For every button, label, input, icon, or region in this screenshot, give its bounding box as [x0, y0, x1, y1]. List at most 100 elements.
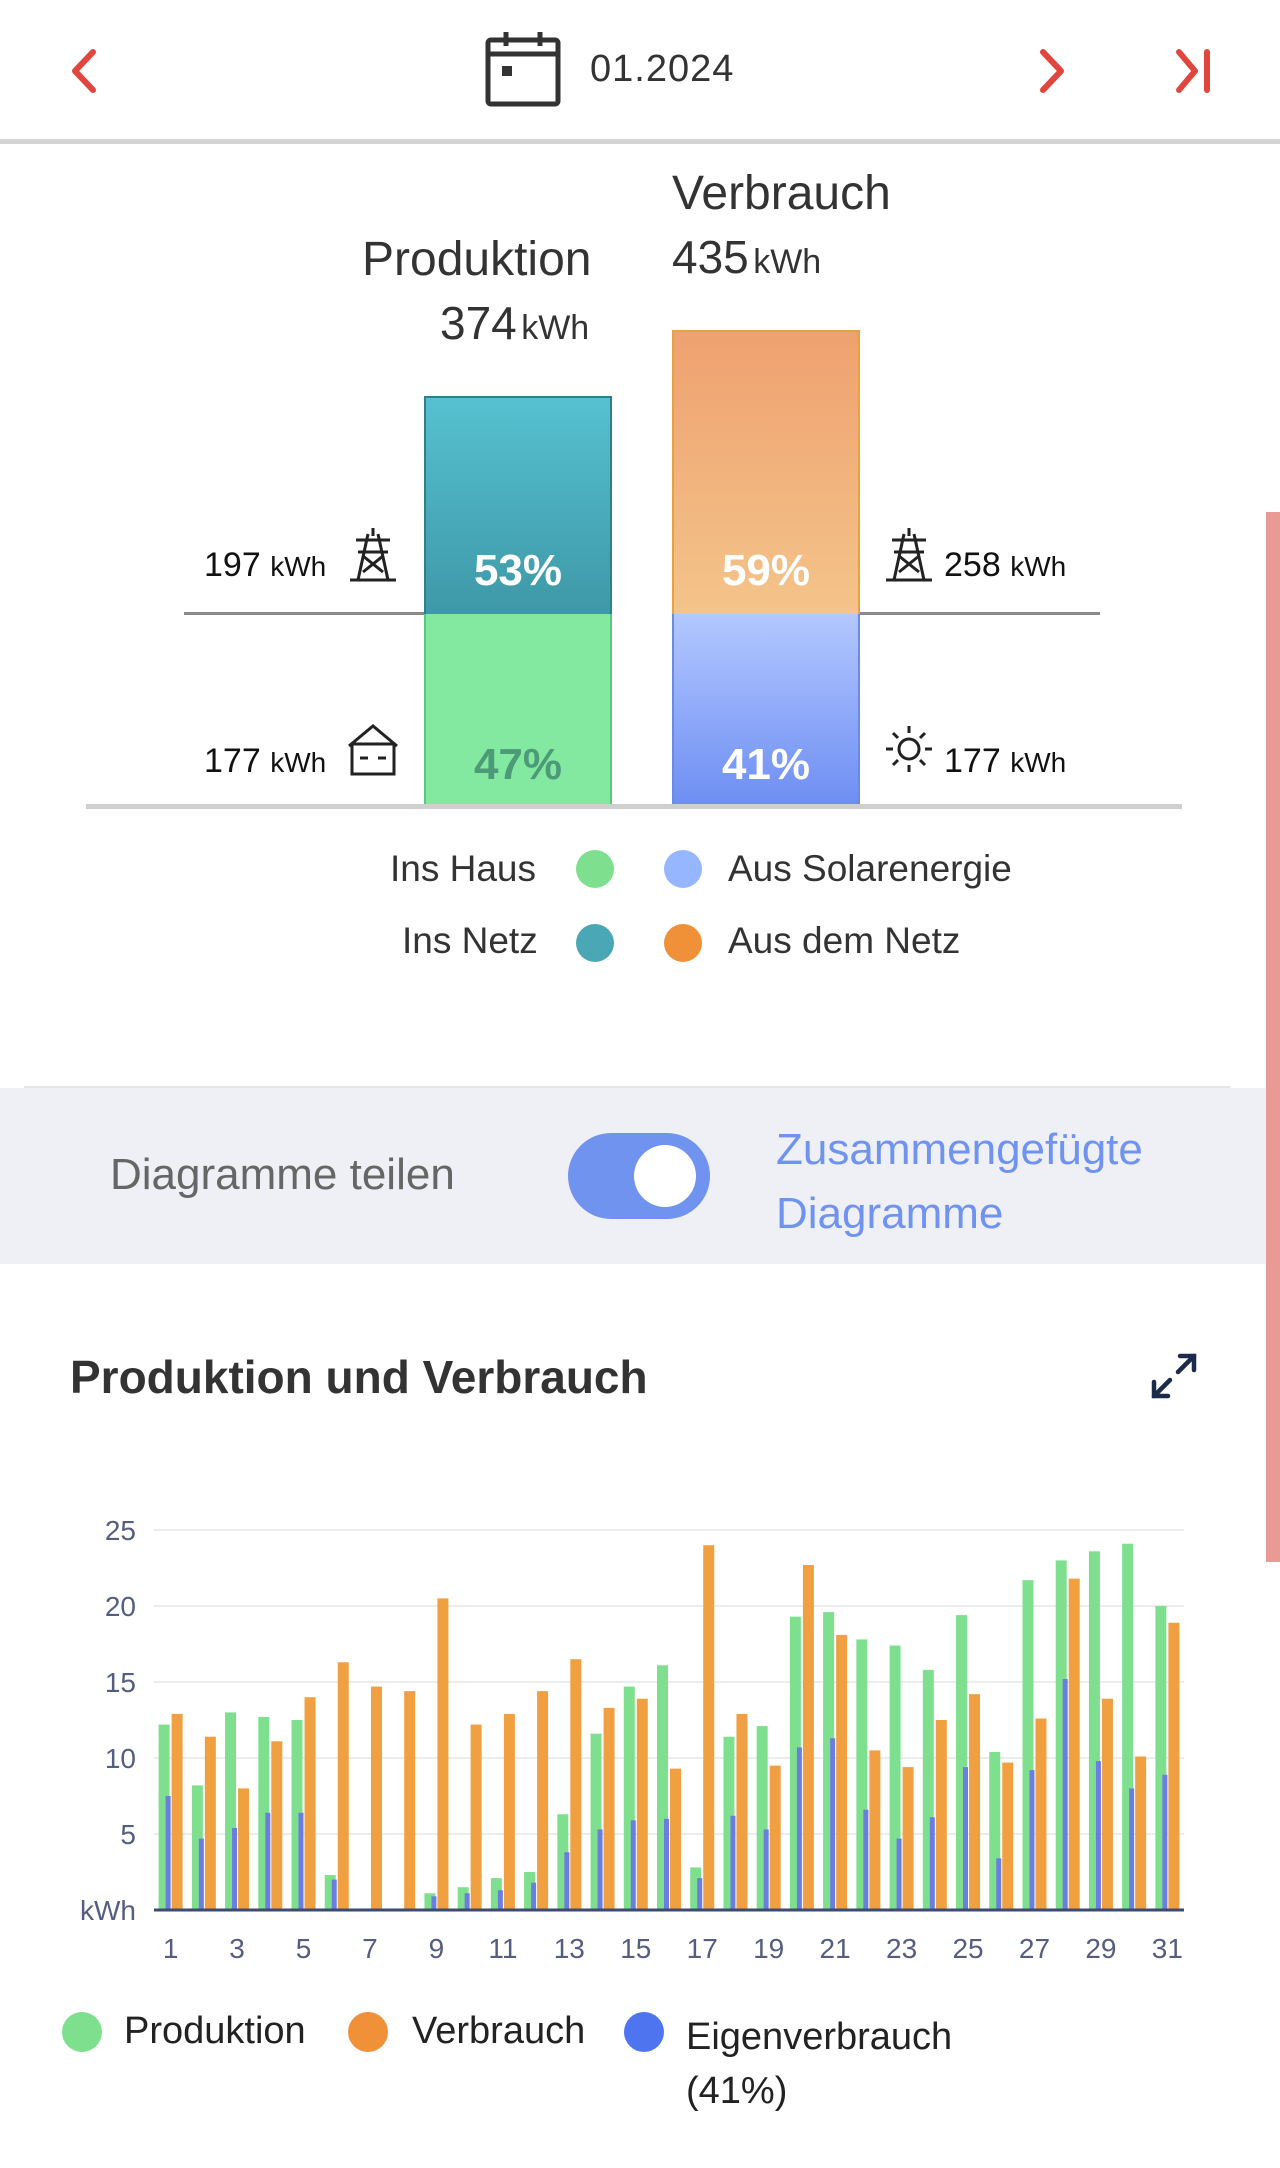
x-tick-label: 5 — [296, 1933, 312, 1964]
x-tick-label: 21 — [820, 1933, 851, 1964]
bar-verbrauch — [370, 1686, 382, 1910]
header: 01.2024 — [0, 0, 1280, 144]
production-to-grid-percent: 53% — [473, 546, 563, 595]
expand-icon[interactable] — [1148, 1350, 1200, 1402]
section-divider — [24, 1086, 1230, 1088]
bar-eigenverbrauch — [929, 1817, 935, 1910]
legend-aus-solarenergie-dot — [664, 850, 702, 888]
y-tick-label: 5 — [120, 1819, 136, 1850]
bar-eigenverbrauch — [830, 1738, 836, 1910]
last-month-button[interactable] — [1158, 36, 1228, 106]
bar-verbrauch — [1002, 1762, 1014, 1910]
bar-produktion — [1122, 1543, 1134, 1910]
bar-produktion — [191, 1785, 203, 1910]
bar-eigenverbrauch — [1162, 1774, 1168, 1910]
y-axis-unit-label: kWh — [80, 1895, 136, 1926]
chart-legend-produktion-dot[interactable] — [62, 2012, 102, 2052]
x-tick-label: 15 — [620, 1933, 651, 1964]
x-tick-label: 1 — [163, 1933, 179, 1964]
bar-verbrauch — [537, 1691, 549, 1910]
bar-produktion — [856, 1639, 868, 1910]
bar-produktion — [1055, 1560, 1067, 1910]
production-to-grid-value: 197 kWh — [204, 546, 327, 584]
x-tick-label: 31 — [1152, 1933, 1183, 1964]
bar-verbrauch — [437, 1598, 449, 1910]
bar-eigenverbrauch — [331, 1879, 337, 1910]
bar-produktion — [457, 1887, 469, 1910]
consumption-total: 435 kWh — [672, 231, 822, 283]
bar-eigenverbrauch — [896, 1838, 902, 1910]
bar-verbrauch — [869, 1750, 881, 1910]
bar-eigenverbrauch — [1095, 1761, 1101, 1910]
production-title: Produktion — [362, 233, 592, 286]
bar-eigenverbrauch — [564, 1852, 570, 1910]
bar-eigenverbrauch — [198, 1838, 204, 1910]
bar-produktion — [789, 1616, 801, 1910]
chart-mode-toggle[interactable] — [568, 1133, 710, 1219]
production-to-house-percent: 47% — [473, 740, 563, 789]
bar-verbrauch — [1168, 1622, 1180, 1910]
x-tick-label: 9 — [429, 1933, 445, 1964]
bar-produktion — [291, 1720, 303, 1910]
chart-legend-verbrauch-dot[interactable] — [348, 2012, 388, 2052]
previous-month-button[interactable] — [48, 36, 118, 106]
production-to-grid-bar — [424, 396, 612, 614]
bar-eigenverbrauch — [431, 1896, 437, 1910]
y-tick-label: 20 — [105, 1591, 136, 1622]
chart-legend-eigenverbrauch-dot[interactable] — [624, 2012, 664, 2052]
bar-produktion — [889, 1645, 901, 1910]
bar-verbrauch — [1035, 1718, 1047, 1910]
bar-produktion — [1155, 1606, 1167, 1910]
bar-produktion — [1088, 1551, 1100, 1910]
merged-charts-label[interactable]: Zusammengefügte Diagramme — [776, 1125, 1143, 1238]
bar-verbrauch — [171, 1713, 183, 1910]
bar-verbrauch — [337, 1662, 349, 1910]
bar-verbrauch — [204, 1736, 216, 1910]
bar-verbrauch — [769, 1765, 781, 1910]
x-tick-label: 13 — [554, 1933, 585, 1964]
bar-eigenverbrauch — [232, 1827, 238, 1910]
bar-eigenverbrauch — [464, 1893, 470, 1910]
split-charts-label[interactable]: Diagramme teilen — [110, 1150, 455, 1199]
bar-verbrauch — [1101, 1698, 1113, 1910]
x-tick-label: 17 — [687, 1933, 718, 1964]
bar-verbrauch — [969, 1694, 981, 1910]
bar-verbrauch — [404, 1691, 416, 1910]
bar-produktion — [1022, 1580, 1034, 1910]
bar-verbrauch — [636, 1698, 648, 1910]
bar-eigenverbrauch — [664, 1818, 669, 1910]
bar-verbrauch — [1068, 1578, 1080, 1910]
next-month-button[interactable] — [1018, 36, 1088, 106]
bar-eigenverbrauch — [697, 1878, 703, 1910]
bar-produktion — [324, 1875, 336, 1910]
chart-mode-toggle-bar: Diagramme teilen Zusammengefügte Diagram… — [0, 1088, 1266, 1264]
bar-eigenverbrauch — [1029, 1770, 1035, 1910]
scrollbar-thumb[interactable] — [1266, 512, 1280, 1562]
summary-midline-left — [184, 612, 424, 615]
bar-verbrauch — [670, 1768, 681, 1910]
bar-verbrauch — [271, 1741, 283, 1910]
bar-eigenverbrauch — [497, 1890, 503, 1910]
bar-verbrauch — [503, 1713, 515, 1910]
chart-legend-produktion-label[interactable]: Produktion — [124, 2010, 306, 2052]
bar-produktion — [723, 1736, 735, 1910]
calendar-button[interactable] — [484, 30, 562, 108]
x-tick-label: 29 — [1085, 1933, 1116, 1964]
toggle-knob — [634, 1145, 696, 1207]
consumption-from-grid-percent: 59% — [721, 546, 811, 595]
bar-eigenverbrauch — [597, 1829, 603, 1910]
y-tick-label: 15 — [105, 1667, 136, 1698]
skip-to-end-icon — [1176, 49, 1210, 93]
bar-eigenverbrauch — [996, 1858, 1002, 1910]
sun-icon — [886, 726, 932, 772]
bar-verbrauch — [304, 1697, 316, 1910]
bar-verbrauch — [1135, 1756, 1147, 1910]
chart-legend-eigenverbrauch-label[interactable]: Eigenverbrauch (41%) — [686, 2016, 953, 2112]
legend-aus-solarenergie-label: Aus Solarenergie — [728, 848, 1012, 889]
x-tick-label: 3 — [229, 1933, 245, 1964]
bar-verbrauch — [902, 1767, 914, 1910]
chart-legend-verbrauch-label[interactable]: Verbrauch — [412, 2010, 586, 2052]
bar-produktion — [524, 1872, 536, 1910]
selected-month[interactable]: 01.2024 — [590, 48, 735, 90]
bar-eigenverbrauch — [730, 1815, 736, 1910]
